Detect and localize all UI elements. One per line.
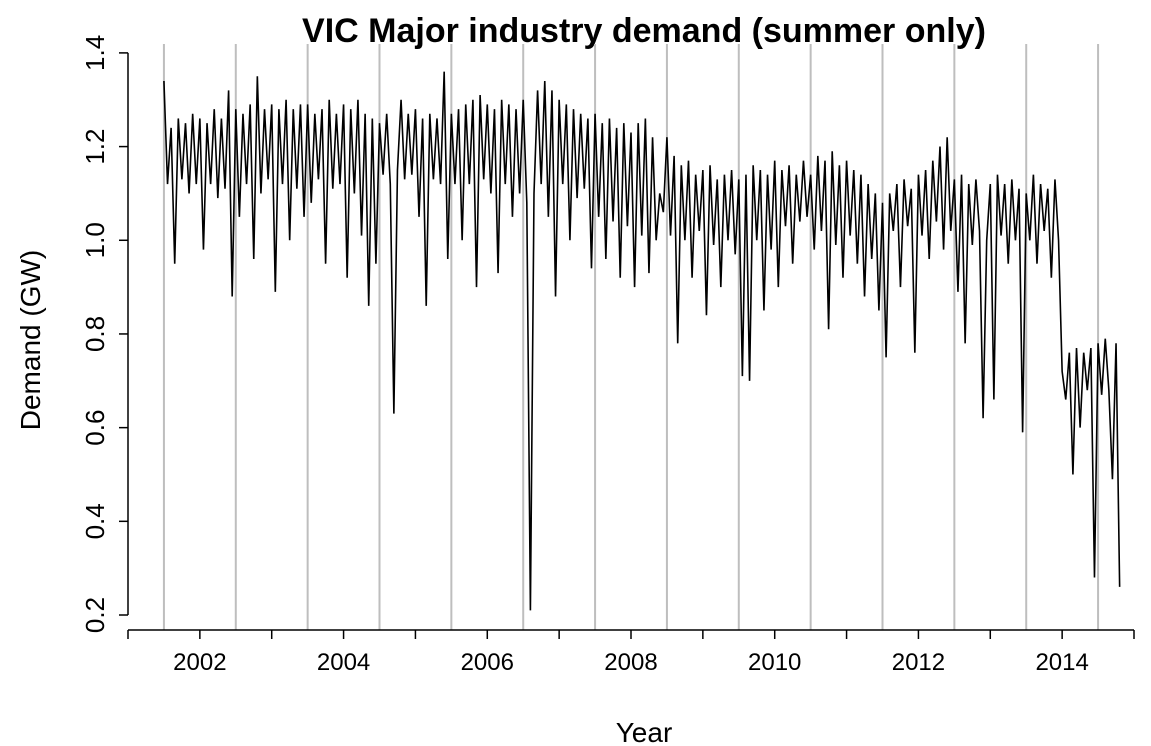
y-tick-label: 0.4 <box>80 503 110 539</box>
x-tick-label: 2012 <box>892 649 945 676</box>
y-tick-label: 0.6 <box>80 410 110 446</box>
demand-line <box>163 71 1121 611</box>
x-tick-label: 2008 <box>604 649 657 676</box>
chart-title: VIC Major industry demand (summer only) <box>302 12 986 50</box>
x-tick-label: 2010 <box>748 649 801 676</box>
y-axis-label: Demand (GW) <box>15 250 46 430</box>
y-tick-label: 1.2 <box>80 129 110 165</box>
x-tick-label: 2014 <box>1035 649 1088 676</box>
y-tick-label: 0.8 <box>80 316 110 352</box>
y-tick-label: 0.2 <box>80 597 110 633</box>
x-tick-label: 2004 <box>317 649 370 676</box>
x-tick-label: 2002 <box>173 649 226 676</box>
x-tick-label: 2006 <box>461 649 514 676</box>
y-tick-label: 1.4 <box>80 35 110 71</box>
y-tick-label: 1.0 <box>80 222 110 258</box>
x-axis-label: Year <box>616 717 673 746</box>
